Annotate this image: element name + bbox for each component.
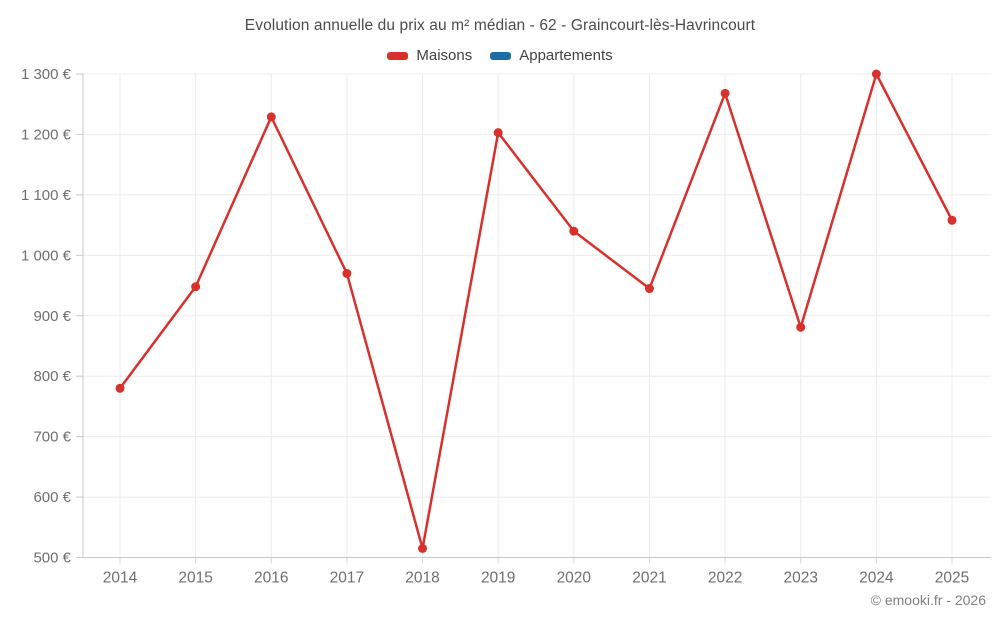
x-axis-label-2016: 2016 [254, 570, 288, 587]
data-point-maisons-2017[interactable] [342, 268, 352, 278]
y-axis-label-600: 600 € [33, 489, 71, 506]
legend-label-maisons: Maisons [416, 47, 473, 64]
copyright: © emooki.fr - 2026 [870, 592, 986, 608]
x-axis-label-2024: 2024 [859, 570, 894, 587]
legend-swatch-appartements-icon [490, 51, 512, 60]
data-point-maisons-2019[interactable] [493, 128, 503, 138]
x-axis-label-2021: 2021 [632, 570, 666, 587]
y-axis-label-1100: 1 100 € [21, 187, 72, 204]
series-line-maisons [118, 72, 954, 550]
legend-swatch-maisons-icon [387, 51, 409, 60]
y-axis-label-1000: 1 000 € [21, 247, 72, 264]
data-point-maisons-2020[interactable] [569, 226, 579, 236]
legend-item-maisons[interactable]: Maisons [387, 47, 472, 64]
data-point-maisons-2015[interactable] [191, 282, 201, 292]
y-axis-label-1300: 1 300 € [21, 66, 72, 83]
x-axis-label-2022: 2022 [708, 570, 742, 587]
legend-label-appartements: Appartements [519, 47, 613, 64]
legend-item-appartements[interactable]: Appartements [490, 47, 613, 64]
data-point-maisons-2018[interactable] [418, 543, 428, 553]
x-axis-label-2017: 2017 [330, 570, 364, 587]
data-point-maisons-2021[interactable] [644, 284, 654, 294]
legend: Maisons Appartements [0, 47, 1000, 64]
x-axis-label-2014: 2014 [103, 570, 138, 587]
x-axis-label-2023: 2023 [783, 570, 817, 587]
data-point-maisons-2016[interactable] [266, 112, 276, 122]
y-axis-label-1200: 1 200 € [21, 126, 72, 143]
chart-title: Evolution annuelle du prix au m² médian … [244, 17, 756, 34]
y-axis-label-500: 500 € [33, 550, 71, 567]
data-point-maisons-2022[interactable] [720, 88, 730, 98]
x-axis-label-2025: 2025 [935, 570, 969, 587]
data-point-maisons-2025[interactable] [947, 215, 957, 225]
data-point-maisons-2023[interactable] [796, 322, 806, 332]
x-axis-label-2019: 2019 [481, 570, 515, 587]
data-point-maisons-2024[interactable] [871, 69, 881, 79]
x-axis-label-2020: 2020 [557, 570, 592, 587]
x-axis-label-2015: 2015 [178, 570, 212, 587]
data-point-maisons-2014[interactable] [115, 383, 125, 393]
y-axis-label-700: 700 € [33, 429, 71, 446]
x-axis-label-2018: 2018 [405, 570, 439, 587]
y-axis-label-900: 900 € [33, 308, 71, 325]
y-axis-label-800: 800 € [33, 368, 71, 385]
